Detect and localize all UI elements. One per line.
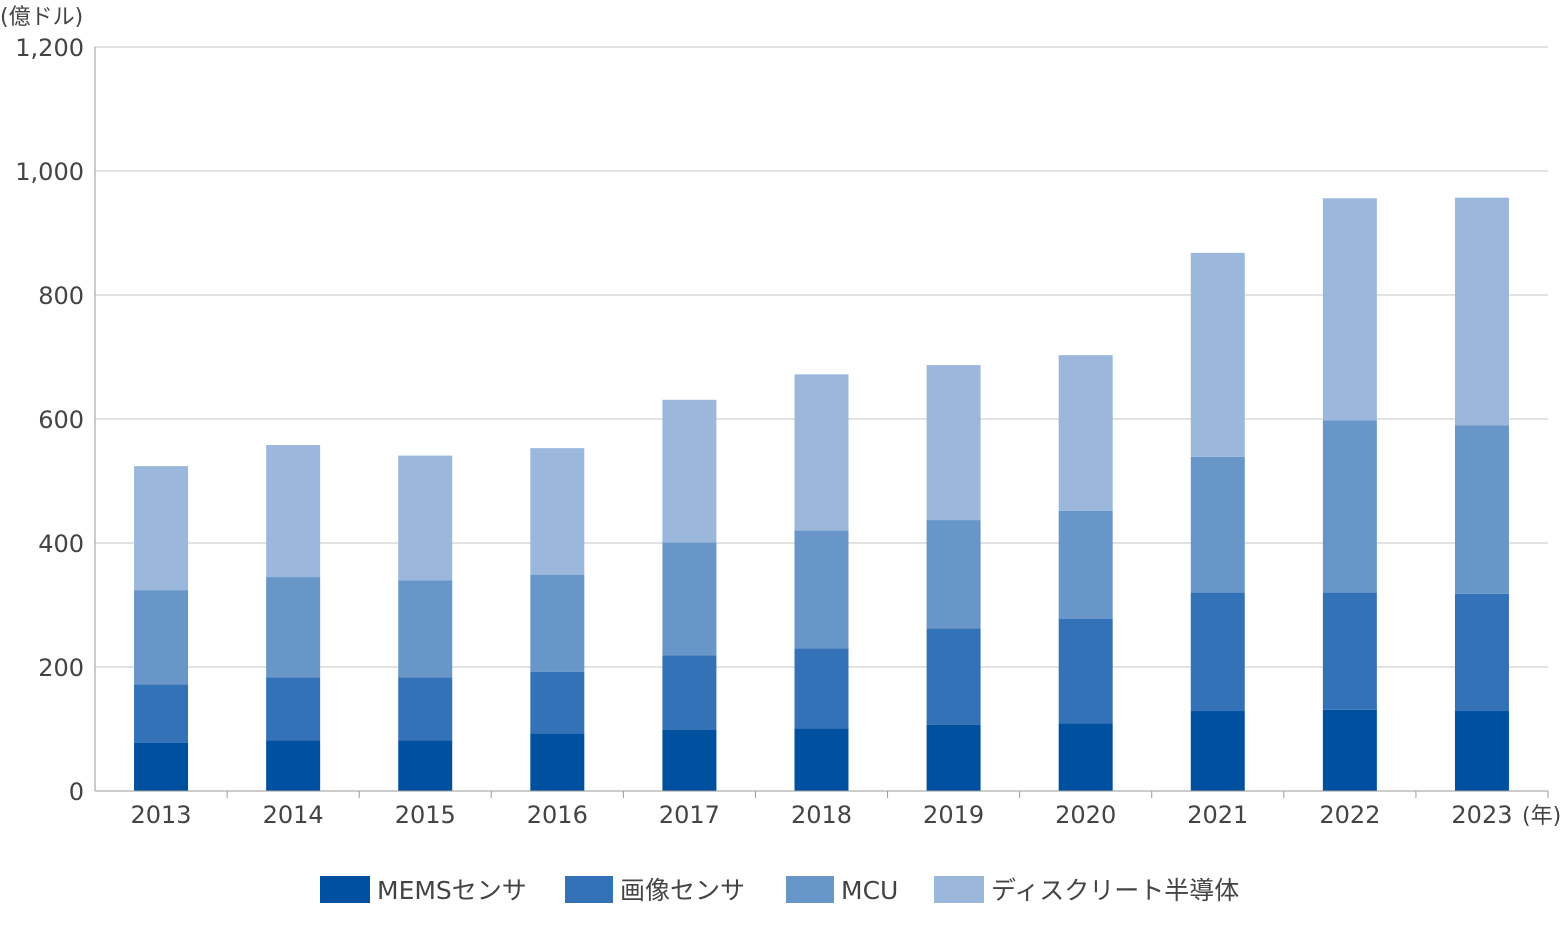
bar-segment-2023-series-2 [1454,593,1509,712]
bar-segment-2014-series-3 [266,577,321,678]
bar-segment-2013-series-4 [134,466,189,591]
legend-swatch [786,876,834,903]
bar-segment-2019-series-3 [926,520,981,629]
bar-segment-2020-series-4 [1058,355,1113,511]
y-tick-label: 200 [38,654,84,682]
bar-segment-2017-series-4 [662,399,717,543]
bar-segment-2013-series-3 [134,590,189,685]
x-tick-label: 2016 [527,801,588,829]
y-tick-label: 400 [38,530,84,558]
y-axis-unit-label: (億ドル) [0,5,83,30]
x-tick-label: 2020 [1055,801,1116,829]
bar-segment-2020-series-3 [1058,510,1113,619]
x-tick-label: 2018 [791,801,852,829]
x-tick-label: 2015 [395,801,456,829]
bar-segment-2022-series-4 [1322,198,1377,421]
bar-segment-2013-series-1 [134,742,189,791]
bar-segment-2016-series-4 [530,448,585,575]
bar-segment-2014-series-2 [266,677,321,741]
bar-segment-2014-series-4 [266,445,321,578]
bar-segment-2015-series-2 [398,677,453,741]
legend: MEMSセンサ 画像センサ MCU ディスクリート半導体 [320,876,1239,905]
bar-segment-2019-series-4 [926,365,981,521]
bars [134,197,1509,791]
bar-segment-2020-series-2 [1058,618,1113,724]
bar-segment-2022-series-1 [1322,709,1377,791]
bar-segment-2018-series-4 [794,374,849,531]
y-tick-label: 600 [38,406,84,434]
legend-label: ディスクリート半導体 [991,876,1239,905]
bar-segment-2017-series-1 [662,729,717,791]
bar-segment-2013-series-2 [134,684,189,743]
bar-segment-2021-series-1 [1190,711,1245,791]
bar-segment-2019-series-1 [926,724,981,791]
x-tick-label: 2021 [1187,801,1248,829]
bar-segment-2023-series-4 [1454,197,1509,426]
axes: 0 200 400 600 800 1,000 1,200 2013 2014 2015 2016 2… [15,34,1549,829]
y-tick-label: 800 [38,282,84,310]
x-tick-label: 2022 [1319,801,1380,829]
y-tick-label: 1,000 [15,158,84,186]
legend-swatch [320,876,370,903]
bar-segment-2018-series-2 [794,648,849,729]
bar-segment-2015-series-3 [398,580,453,678]
bar-segment-2019-series-2 [926,628,981,725]
y-tick-label: 1,200 [15,34,84,62]
y-tick-label: 0 [69,778,84,806]
bar-segment-2023-series-3 [1454,425,1509,594]
bar-segment-2021-series-4 [1190,252,1245,457]
legend-swatch [934,876,984,903]
bar-segment-2016-series-2 [530,671,585,734]
bar-segment-2021-series-3 [1190,456,1245,593]
x-tick-label: 2013 [131,801,192,829]
legend-label: MEMSセンサ [377,876,527,905]
x-tick-label: 2023 [1451,801,1512,829]
bar-segment-2014-series-1 [266,740,321,791]
bar-segment-2022-series-2 [1322,592,1377,710]
legend-swatch [565,876,613,903]
axis-labels: (億ドル) (年) [0,5,1561,829]
bar-segment-2017-series-2 [662,655,717,730]
bar-segment-2023-series-1 [1454,711,1509,791]
x-axis-unit-label: (年) [1522,804,1561,829]
bar-segment-2016-series-1 [530,733,585,791]
x-tick-label: 2019 [923,801,984,829]
x-tick-label: 2014 [263,801,324,829]
x-tick-label: 2017 [659,801,720,829]
legend-label: 画像センサ [620,876,745,905]
bar-segment-2021-series-2 [1190,592,1245,712]
bar-segment-2015-series-1 [398,740,453,791]
bar-segment-2016-series-3 [530,574,585,672]
bar-segment-2018-series-3 [794,530,849,649]
bar-segment-2022-series-3 [1322,420,1377,593]
bar-segment-2020-series-1 [1058,723,1113,791]
bar-segment-2015-series-4 [398,455,453,581]
bar-segment-2018-series-1 [794,728,849,791]
bar-segment-2017-series-3 [662,542,717,656]
legend-label: MCU [841,876,898,905]
